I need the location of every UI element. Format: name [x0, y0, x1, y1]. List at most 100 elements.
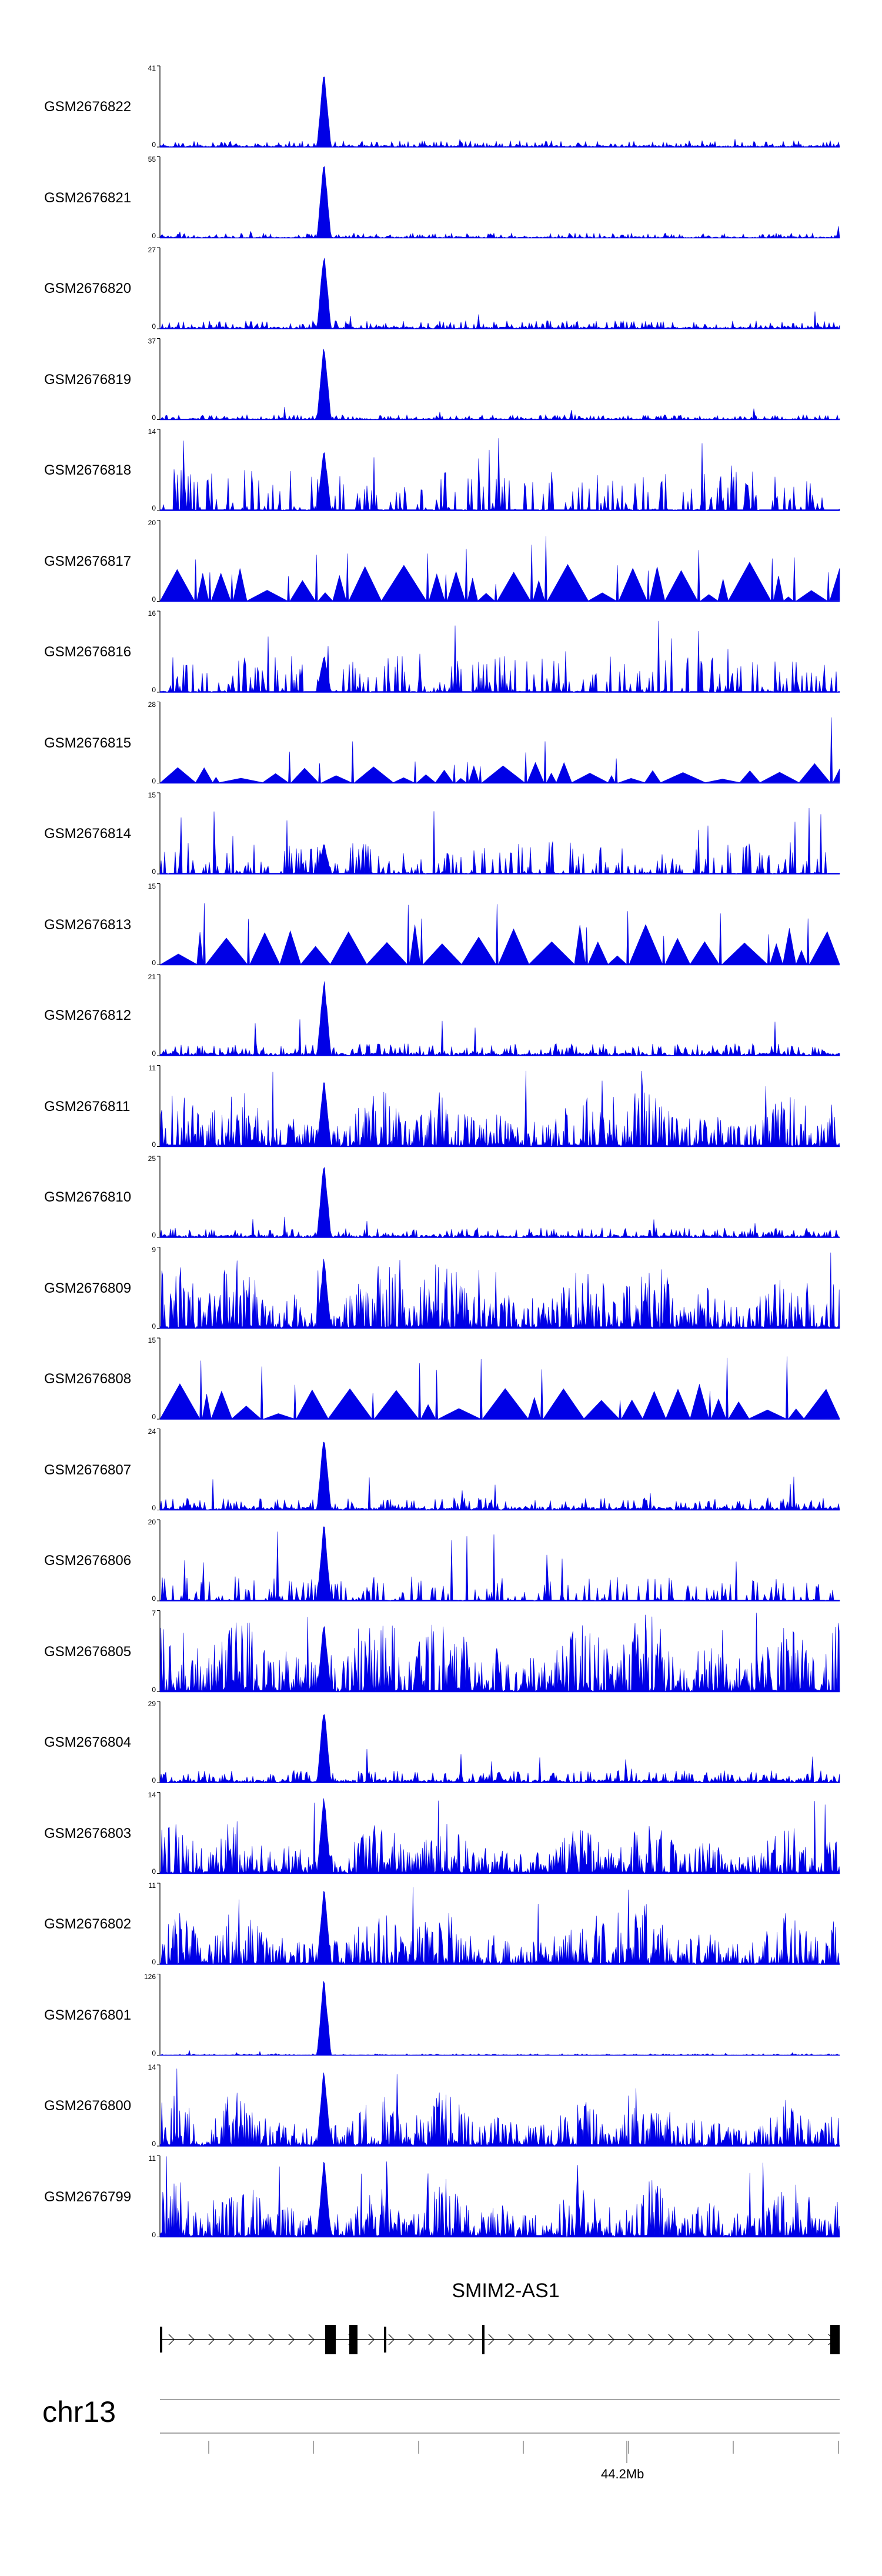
track-ymax-label: 11: [148, 1063, 156, 1072]
strand-arrow: [708, 2334, 714, 2345]
strand-arrow: [168, 2334, 175, 2345]
signal-area: [159, 981, 840, 1056]
signal-area: [159, 1980, 840, 2056]
track-ymax-label: 55: [148, 155, 156, 163]
signal-area: [159, 438, 840, 511]
signal-area: [159, 1613, 840, 1693]
track-GSM2676805: [157, 1610, 840, 1693]
track-ymin-label: 0: [152, 958, 156, 967]
signal-area: [159, 1167, 840, 1238]
track-ymin-label: 0: [152, 504, 156, 512]
track-label: GSM2676808: [44, 1371, 132, 1387]
track-label: GSM2676811: [44, 1098, 131, 1115]
track-ymax-label: 20: [148, 1518, 156, 1526]
gene-model: [160, 2325, 840, 2354]
track-GSM2676799: [157, 2155, 840, 2238]
signal-area: [159, 903, 840, 966]
track-ymin-label: 0: [152, 322, 156, 331]
track-ymax-label: 29: [148, 1700, 156, 1708]
strand-arrow: [728, 2334, 734, 2345]
track-ymin-label: 0: [152, 1322, 156, 1330]
track-label: GSM2676801: [44, 2007, 132, 2023]
track-label: GSM2676817: [44, 553, 132, 569]
track-ymax-label: 15: [148, 1336, 156, 1344]
track-label: GSM2676814: [44, 826, 132, 842]
track-ymax-label: 27: [148, 246, 156, 254]
signal-area: [159, 1356, 840, 1420]
track-ymax-label: 25: [148, 1154, 156, 1163]
strand-arrow: [388, 2334, 395, 2345]
signal-area: [159, 76, 840, 148]
track-GSM2676800: [157, 2064, 840, 2147]
track-ymin-label: 0: [152, 1231, 156, 1239]
track-GSM2676822: [157, 65, 840, 148]
track-label: GSM2676813: [44, 916, 132, 933]
track-ymax-label: 126: [143, 1972, 156, 1981]
track-GSM2676816: [157, 610, 840, 693]
track-ymax-label: 37: [148, 336, 156, 345]
track-ymin-label: 0: [152, 867, 156, 876]
track-label: GSM2676804: [44, 1734, 132, 1750]
track-ymin-label: 0: [152, 1685, 156, 1694]
chromosome-name: chr13: [42, 2395, 116, 2428]
track-GSM2676821: [157, 156, 840, 239]
gene-exon: [160, 2327, 162, 2353]
signal-area: [159, 620, 840, 693]
strand-arrow: [468, 2334, 475, 2345]
track-label: GSM2676805: [44, 1643, 132, 1660]
track-label: GSM2676820: [44, 281, 132, 296]
signal-area: [159, 1887, 840, 1966]
track-ymax-label: 9: [152, 1245, 156, 1254]
track-GSM2676802: [157, 1883, 840, 1966]
signal-area: [159, 1526, 840, 1602]
strand-arrow: [528, 2334, 534, 2345]
track-ymax-label: 16: [148, 609, 156, 618]
strand-arrow: [808, 2334, 814, 2345]
track-ymax-label: 14: [148, 1790, 156, 1799]
track-ymin-label: 0: [152, 1867, 156, 1876]
strand-arrow: [568, 2334, 574, 2345]
track-ymin-label: 0: [152, 231, 156, 240]
signal-area: [159, 1714, 840, 1783]
gene-exon: [384, 2327, 386, 2353]
track-label: GSM2676807: [44, 1461, 132, 1478]
gene-exon: [349, 2325, 358, 2354]
track-ymax-label: 15: [148, 882, 156, 890]
track-label: GSM2676806: [44, 1553, 132, 1569]
track-ymin-label: 0: [152, 776, 156, 785]
track-GSM2676809: [157, 1247, 840, 1329]
track-ymax-label: 21: [148, 973, 156, 981]
track-ymax-label: 11: [148, 2154, 156, 2163]
chromosome-ideogram: [160, 2399, 840, 2463]
strand-arrow: [288, 2334, 295, 2345]
track-ymin-label: 0: [152, 1049, 156, 1057]
track-label: GSM2676809: [44, 1280, 132, 1296]
strand-arrow: [308, 2334, 315, 2345]
gene-name: SMIM2-AS1: [452, 2280, 560, 2302]
track-ymin-label: 0: [152, 2140, 156, 2148]
signal-area: [159, 166, 840, 239]
strand-arrow: [628, 2334, 634, 2345]
track-label: GSM2676816: [44, 644, 132, 660]
strand-arrow: [548, 2334, 554, 2345]
track-label: GSM2676803: [44, 1825, 132, 1841]
track-ymax-label: 7: [152, 1609, 156, 1617]
signal-area: [159, 258, 840, 330]
track-ymin-label: 0: [152, 141, 156, 149]
track-ymin-label: 0: [152, 595, 156, 603]
track-ymax-label: 11: [148, 1881, 156, 1890]
strand-arrow: [608, 2334, 614, 2345]
strand-arrow: [228, 2334, 235, 2345]
strand-arrow: [248, 2334, 255, 2345]
track-ymin-label: 0: [152, 1594, 156, 1603]
signal-area: [159, 717, 840, 784]
signal-area: [159, 807, 840, 875]
gene-exon: [830, 2325, 840, 2354]
signal-area: [159, 349, 840, 421]
gene-exon: [482, 2325, 485, 2354]
track-ymax-label: 24: [148, 1427, 156, 1436]
track-GSM2676806: [157, 1519, 840, 1602]
track-label: GSM2676822: [44, 99, 132, 115]
